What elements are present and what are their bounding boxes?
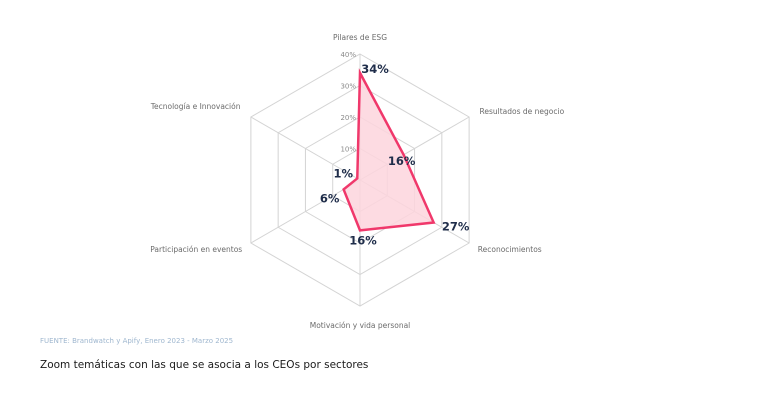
category-label: Resultados de negocio	[480, 107, 565, 116]
category-label: Tecnología e Innovación	[150, 102, 241, 111]
category-label: Motivación y vida personal	[310, 321, 411, 330]
data-label: 34%	[361, 62, 389, 76]
data-label: 16%	[349, 233, 377, 247]
category-label: Reconocimientos	[478, 245, 542, 254]
data-series-area	[342, 68, 436, 232]
tick-label: 20%	[340, 114, 356, 122]
tick-label: 10%	[340, 146, 356, 154]
source-note: FUENTE: Brandwatch y Apify, Enero 2023 -…	[40, 337, 234, 345]
radar-chart: 10% 20% 30% 40% Pilares de ESG Resultados de …	[150, 33, 565, 330]
data-label: 27%	[442, 220, 470, 234]
grid-spoke	[250, 116, 361, 181]
category-label: Pilares de ESG	[333, 33, 387, 42]
grid-spoke	[250, 179, 361, 244]
chart-caption: Zoom temáticas con las que se asocia a l…	[40, 359, 369, 371]
tick-label: 40%	[340, 51, 356, 59]
data-label: 16%	[388, 154, 416, 168]
data-label: 6%	[320, 191, 340, 205]
tick-label: 30%	[340, 83, 356, 91]
category-label: Participación en eventos	[150, 245, 242, 254]
data-label: 1%	[334, 166, 354, 180]
